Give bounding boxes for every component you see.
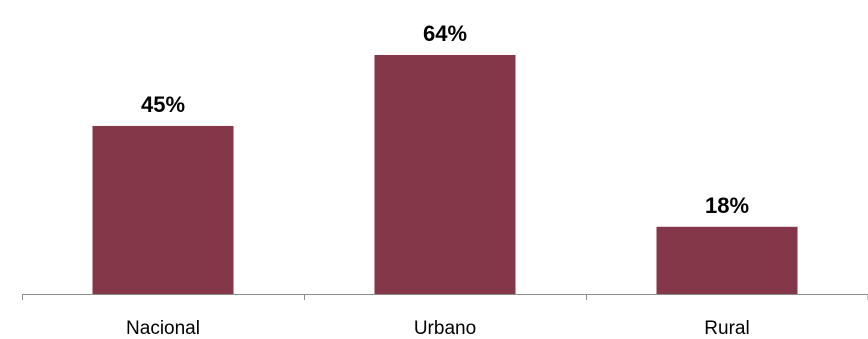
bar-rural (656, 226, 798, 294)
category-label-nacional: Nacional (126, 318, 200, 339)
data-label-rural: 18% (705, 193, 749, 218)
bar-nacional (92, 125, 234, 294)
category-label-rural: Rural (704, 318, 749, 339)
category-label-urbano: Urbano (414, 318, 476, 339)
category-labels-layer: Nacional Urbano Rural (126, 318, 750, 339)
value-labels-layer: 45% 64% 18% (141, 21, 749, 218)
bar-urbano (374, 55, 516, 294)
data-label-nacional: 45% (141, 92, 185, 117)
data-label-urbano: 64% (423, 21, 467, 46)
x-axis-ticks (22, 294, 868, 300)
bars-layer (92, 55, 798, 294)
